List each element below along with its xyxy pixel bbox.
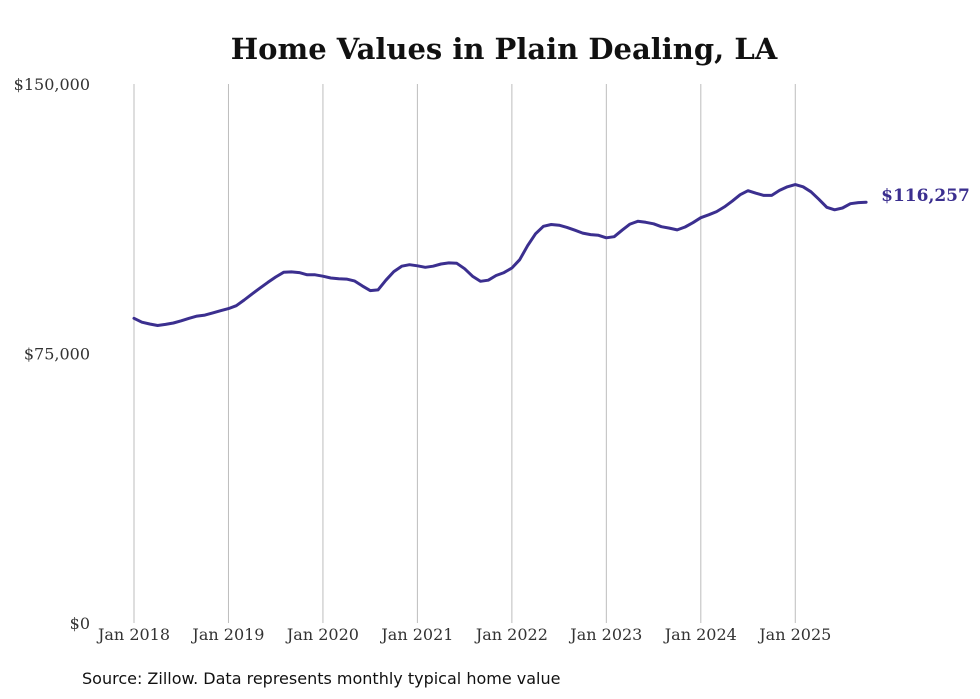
end-value-label: $116,257 (881, 186, 970, 206)
chart-title: Home Values in Plain Dealing, LA (231, 32, 778, 66)
gridlines (133, 84, 796, 623)
y-tick-label: $0 (70, 614, 90, 633)
x-tick-label: Jan 2022 (474, 625, 548, 644)
x-tick-label: Jan 2024 (663, 625, 737, 644)
x-axis-ticks: Jan 2018 Jan 2019 Jan 2020 Jan 2021 Jan 2022… (96, 625, 831, 644)
x-tick-label: Jan 2021 (379, 625, 453, 644)
y-tick-label: $150,000 (14, 75, 90, 94)
x-tick-label: Jan 2025 (757, 625, 831, 644)
x-tick-label: Jan 2018 (96, 625, 170, 644)
x-tick-label: Jan 2020 (285, 625, 359, 644)
home-value-line (132, 183, 868, 327)
x-tick-label: Jan 2019 (190, 625, 264, 644)
y-tick-label: $75,000 (24, 345, 90, 364)
x-tick-label: Jan 2023 (568, 625, 642, 644)
source-note: Source: Zillow. Data represents monthly … (82, 669, 560, 688)
y-axis-ticks: $0 $75,000 $150,000 (14, 75, 90, 633)
